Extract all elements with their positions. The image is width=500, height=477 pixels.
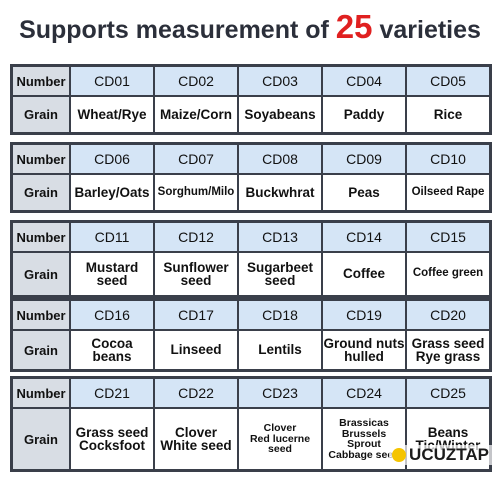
code-cell: CD05 [406, 66, 490, 96]
title-text: Supports measurement of [19, 16, 329, 44]
code-cell: CD08 [238, 144, 322, 174]
header-label: Number [12, 378, 70, 408]
grain-cell: Grass seed Cocksfoot [70, 408, 154, 470]
grain-cell: Barley/Oats [70, 174, 154, 211]
code-cell: CD25 [406, 378, 490, 408]
code-cell: CD19 [322, 300, 406, 330]
header-label: Number [12, 222, 70, 252]
grain-cell: Ground nuts hulled [322, 330, 406, 370]
code-cell: CD21 [70, 378, 154, 408]
code-cell: CD13 [238, 222, 322, 252]
grain-cell: Wheat/Rye [70, 96, 154, 133]
grain-cell: Oilseed Rape [406, 174, 490, 211]
grain-cell: Buckwhrat [238, 174, 322, 211]
grain-cell: Maize/Corn [154, 96, 238, 133]
header-label: Number [12, 300, 70, 330]
code-cell: CD07 [154, 144, 238, 174]
code-cell: CD12 [154, 222, 238, 252]
grain-cell: Soyabeans [238, 96, 322, 133]
code-cell: CD24 [322, 378, 406, 408]
code-cell: CD02 [154, 66, 238, 96]
title-number: 25 [335, 8, 373, 45]
code-cell: CD23 [238, 378, 322, 408]
code-cell: CD03 [238, 66, 322, 96]
grain-cell: Peas [322, 174, 406, 211]
code-cell: CD18 [238, 300, 322, 330]
code-cell: CD11 [70, 222, 154, 252]
grain-cell: Rice [406, 96, 490, 133]
code-cell: CD14 [322, 222, 406, 252]
grain-cell: Sorghum/Milo [154, 174, 238, 211]
row-label: Grain [12, 174, 70, 211]
code-cell: CD04 [322, 66, 406, 96]
code-cell: CD09 [322, 144, 406, 174]
code-cell: CD01 [70, 66, 154, 96]
grain-cell: Coffee green [406, 252, 490, 296]
grain-cell: Clover White seed [154, 408, 238, 470]
grain-cell: Mustard seed [70, 252, 154, 296]
header-label: Number [12, 144, 70, 174]
code-cell: CD17 [154, 300, 238, 330]
row-label: Grain [12, 330, 70, 370]
code-cell: CD22 [154, 378, 238, 408]
title-text: varieties [379, 16, 481, 44]
grain-cell: Sunflower seed [154, 252, 238, 296]
watermark: UCUZTAP [389, 445, 492, 465]
code-cell: CD16 [70, 300, 154, 330]
grain-cell: Coffee [322, 252, 406, 296]
row-label: Grain [12, 96, 70, 133]
grain-cell: Lentils [238, 330, 322, 370]
grain-cell: Linseed [154, 330, 238, 370]
title: Supports measurement of 25 varieties [0, 8, 500, 46]
code-cell: CD10 [406, 144, 490, 174]
code-cell: CD15 [406, 222, 490, 252]
row-label: Grain [12, 408, 70, 470]
row-label: Grain [12, 252, 70, 296]
code-cell: CD20 [406, 300, 490, 330]
grain-cell: Paddy [322, 96, 406, 133]
grain-cell: Sugarbeet seed [238, 252, 322, 296]
code-cell: CD06 [70, 144, 154, 174]
grain-cell: Clover Red lucerne seed [238, 408, 322, 470]
grain-cell: Grass seed Rye grass [406, 330, 490, 370]
header-label: Number [12, 66, 70, 96]
grain-cell: Cocoa beans [70, 330, 154, 370]
